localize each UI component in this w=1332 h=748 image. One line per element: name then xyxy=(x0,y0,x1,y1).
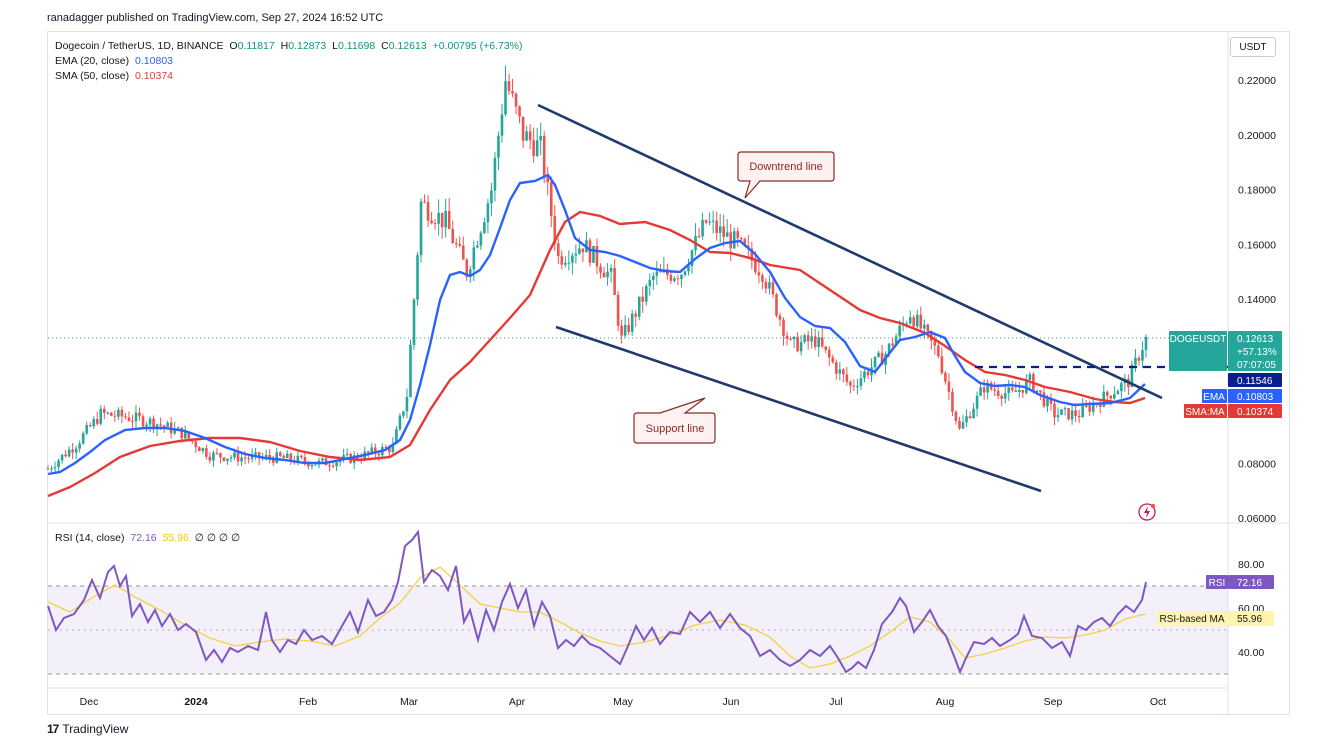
ema-legend-label: EMA (20, close) xyxy=(55,55,130,67)
sma-legend[interactable]: SMA (50, close) 0.10374 xyxy=(55,70,176,82)
high-label: H xyxy=(280,40,289,52)
high-value: 0.12873 xyxy=(288,40,327,52)
tradingview-footer[interactable]: 17 TradingView xyxy=(47,722,128,736)
ema-legend[interactable]: EMA (20, close) 0.10803 xyxy=(55,55,176,67)
low-value: 0.11698 xyxy=(338,40,376,52)
rsi-legend[interactable]: RSI (14, close) 72.16 55.96 ∅ ∅ ∅ ∅ xyxy=(55,532,243,544)
ema-legend-value: 0.10803 xyxy=(135,55,174,67)
chart-frame xyxy=(47,31,1290,715)
tradingview-brand: TradingView xyxy=(62,722,129,736)
rsi-legend-label: RSI (14, close) xyxy=(55,532,125,544)
ohlc-legend: Dogecoin / TetherUS, 1D, BINANCE O0.1181… xyxy=(55,40,526,52)
change-value: +0.00795 (+6.73%) xyxy=(432,40,523,52)
close-label: C xyxy=(381,40,389,52)
currency-button[interactable]: USDT xyxy=(1230,37,1276,57)
open-value: 0.11817 xyxy=(237,40,275,52)
sma-legend-label: SMA (50, close) xyxy=(55,70,130,82)
open-label: O xyxy=(229,40,238,52)
tradingview-logo-icon: 17 xyxy=(47,722,59,736)
sma-legend-value: 0.10374 xyxy=(135,70,174,82)
rsi-legend-extra: ∅ ∅ ∅ ∅ xyxy=(194,532,241,544)
publisher-line: ranadagger published on TradingView.com,… xyxy=(47,12,384,24)
close-value: 0.12613 xyxy=(388,40,427,52)
symbol-title[interactable]: Dogecoin / TetherUS, 1D, BINANCE xyxy=(55,40,224,52)
rsi-legend-value: 72.16 xyxy=(130,532,157,544)
rsi-ma-legend-value: 55.96 xyxy=(162,532,189,544)
low-label: L xyxy=(332,40,338,52)
